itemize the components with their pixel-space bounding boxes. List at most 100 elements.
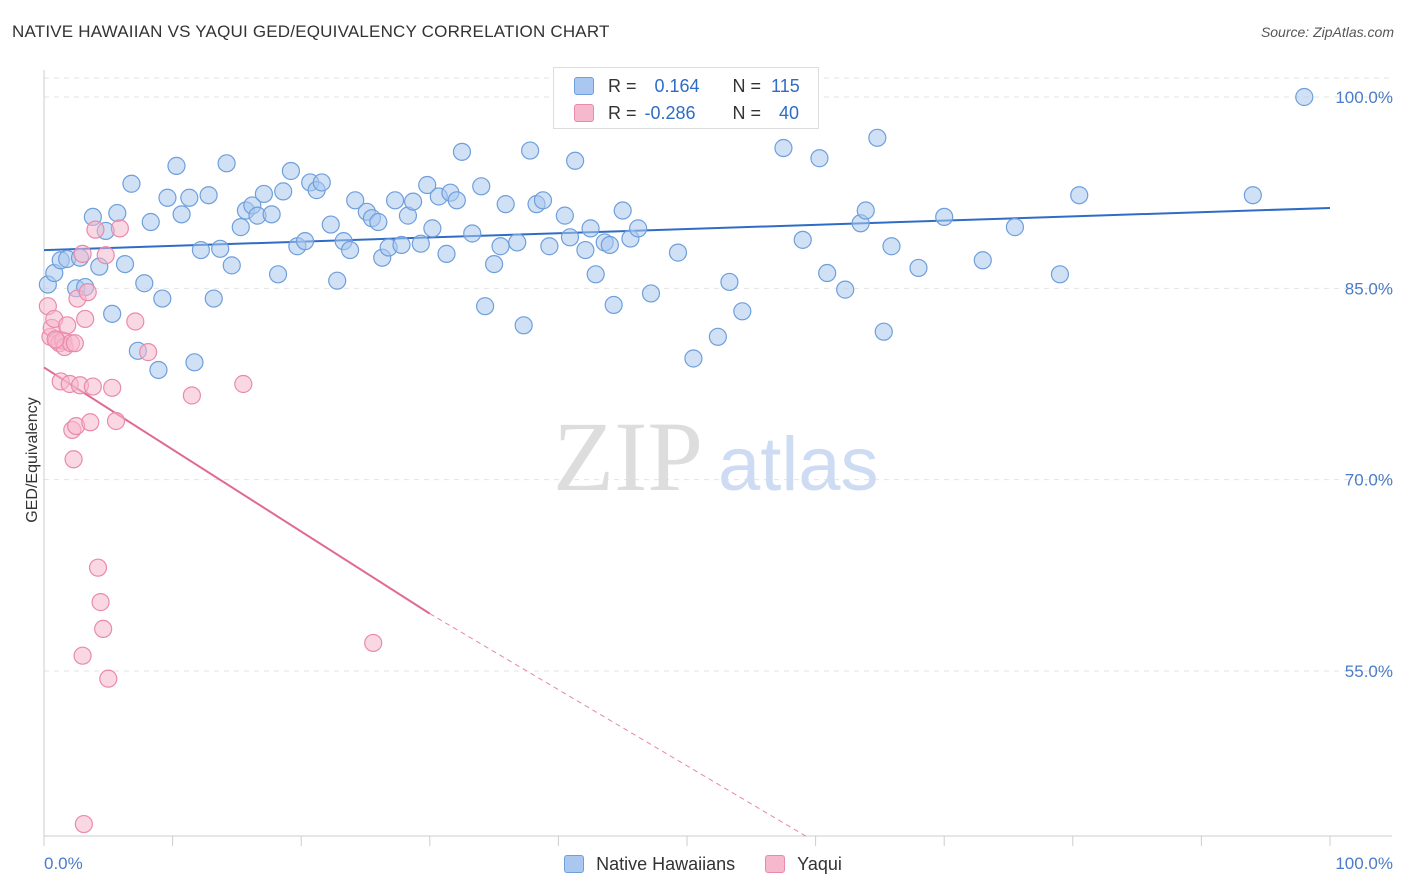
x-tick-labels: 0.0% 100.0% [44, 854, 1393, 873]
native-hawaiians-point [836, 280, 855, 299]
native-hawaiians-point [586, 265, 605, 284]
native-hawaiians-point [274, 182, 293, 201]
native-hawaiians-point [533, 191, 553, 210]
yaqui-point [94, 619, 113, 639]
native-hawaiians-point [514, 316, 533, 335]
native-hawaiians-point [909, 258, 928, 278]
native-hawaiians-point [167, 156, 186, 175]
native-hawaiians-point [560, 228, 580, 247]
yaqui-point [65, 334, 84, 353]
native-hawaiians-point [1050, 265, 1070, 284]
native-hawaiians-point [935, 207, 954, 227]
series-legend: Native Hawaiians Yaqui [0, 852, 1406, 876]
native-hawaiians-point [720, 272, 739, 292]
yaqui-point [58, 316, 77, 335]
yaqui-point [83, 377, 102, 396]
native-hawaiians-point [180, 188, 199, 207]
yaqui-point [73, 646, 92, 665]
native-hawaiians-point [868, 128, 887, 147]
native-hawaiians-point [508, 233, 527, 252]
native-hawaiians-point [447, 191, 466, 210]
native-hawaiians-point [452, 142, 472, 161]
legend-swatch-blue [574, 77, 594, 95]
y-tick-labels: 100.0% 85.0% 70.0% 55.0% [1335, 88, 1393, 681]
native-hawaiians-point [418, 175, 437, 195]
legend-r-label: R = [608, 102, 637, 123]
native-hawaiians-point [411, 234, 430, 253]
native-hawaiians-point [810, 149, 829, 168]
gridlines [44, 77, 1392, 672]
native-hawaiians-point [231, 218, 250, 237]
yaqui-point [46, 330, 65, 349]
native-hawaiians-point [463, 224, 482, 243]
native-hawaiians-point [172, 205, 191, 224]
native-hawaiians-point [149, 360, 168, 380]
native-hawaiians-point [793, 230, 812, 249]
yaqui-point [76, 309, 95, 329]
native-hawaiians-trend-line [43, 206, 1331, 252]
yaqui-point [81, 413, 100, 432]
native-hawaiians-point [684, 349, 703, 368]
native-hawaiians-point [135, 274, 154, 293]
native-hawaiians-point [774, 138, 793, 158]
native-hawaiians-point [641, 284, 661, 303]
yaqui-point [110, 219, 129, 238]
chart-title: NATIVE HAWAIIAN VS YAQUI GED/EQUIVALENCY… [12, 22, 610, 41]
legend-r-label: R = [608, 75, 637, 96]
native-hawaiians-point [281, 161, 301, 181]
x-tick-label: 100.0% [1335, 854, 1393, 873]
native-hawaiians-point [581, 219, 600, 238]
legend-swatch-pink [574, 104, 594, 122]
native-hawaiians-point [521, 141, 540, 160]
native-hawaiians-point [818, 263, 837, 283]
native-hawaiians-point [475, 297, 495, 316]
yaqui-point [234, 374, 253, 394]
native-hawaiians-point [122, 174, 141, 193]
yaqui-point [64, 450, 83, 469]
native-hawaiians-point [108, 203, 127, 223]
source-credit: Source: ZipAtlas.com [1260, 24, 1394, 40]
native-hawaiians-point [1070, 186, 1089, 205]
trend-lines [43, 206, 1331, 839]
native-hawaiians-point [340, 240, 360, 260]
native-hawaiians-point [115, 254, 135, 274]
series-name: Yaqui [797, 853, 842, 874]
native-hawaiians-point [874, 322, 893, 341]
native-hawaiians-point [613, 201, 632, 220]
native-hawaiians-point [222, 256, 241, 275]
yaqui-points [38, 219, 383, 834]
native-hawaiians-point [485, 254, 504, 274]
yaqui-point [106, 411, 126, 431]
native-hawaiians-point [555, 206, 574, 225]
native-hawaiians-point [254, 184, 274, 204]
legend-n-value: 40 [779, 102, 800, 123]
legend-row-native-hawaiians: R = 0.164 N = 115 [574, 74, 800, 98]
watermark-zip: ZIP [553, 401, 703, 512]
native-hawaiians-point [423, 219, 442, 238]
native-hawaiians-point [600, 235, 619, 255]
native-hawaiians-point [496, 195, 515, 214]
native-hawaiians-point [437, 244, 456, 263]
series-name: Native Hawaiians [596, 853, 736, 874]
native-hawaiians-point [973, 251, 992, 270]
native-hawaiians-point [328, 271, 347, 290]
native-hawaiians-point [668, 243, 688, 262]
native-hawaiians-points [38, 87, 1314, 380]
x-tick-label: 0.0% [44, 854, 83, 873]
native-hawaiians-point [708, 327, 727, 346]
native-hawaiians-point [369, 212, 388, 232]
yaqui-point [103, 378, 122, 397]
watermark: ZIP atlas [553, 401, 879, 512]
native-hawaiians-point [158, 188, 177, 207]
native-hawaiians-point [403, 192, 423, 211]
native-hawaiians-point [392, 235, 411, 255]
native-hawaiians-point [211, 239, 230, 258]
native-hawaiians-point [604, 295, 623, 315]
native-hawaiians-point [321, 215, 340, 234]
legend-n-label: N = [732, 102, 762, 123]
series-legend-yaqui: Yaqui [765, 854, 842, 875]
y-tick-label: 100.0% [1335, 88, 1393, 107]
stats-legend: R = 0.164 N = 115 R = -0.286 N = 40 [553, 67, 819, 129]
yaqui-trend-extension [429, 613, 810, 839]
native-hawaiians-point [491, 237, 510, 256]
